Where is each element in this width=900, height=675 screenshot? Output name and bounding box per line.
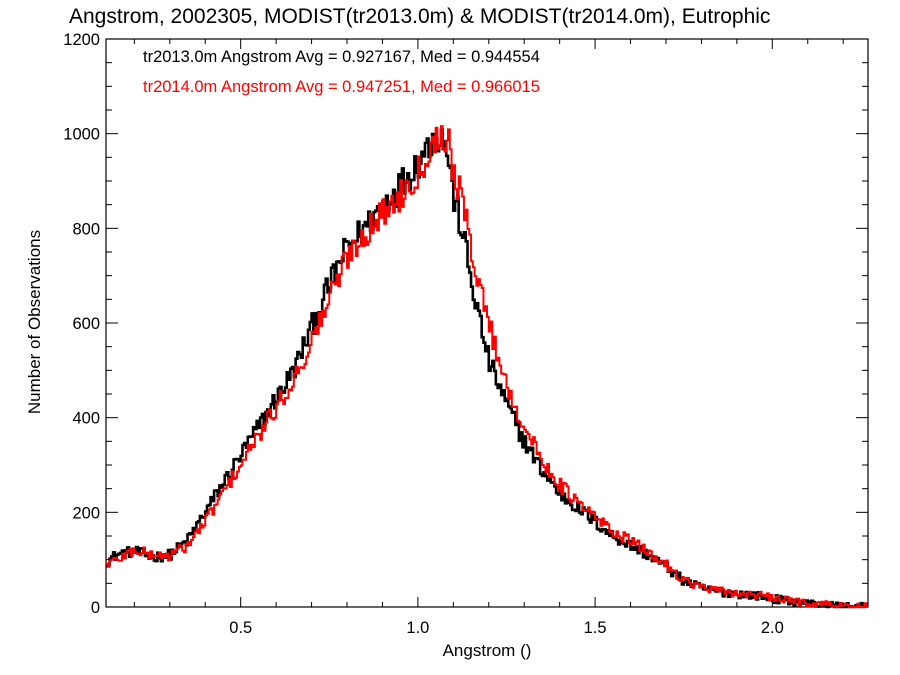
- y-tick-label: 1200: [63, 31, 100, 49]
- legend-entry-tr2014: tr2014.0m Angstrom Avg = 0.947251, Med =…: [143, 78, 540, 96]
- chart-title: Angstrom, 2002305, MODIST(tr2013.0m) & M…: [69, 5, 770, 28]
- legend-entry-tr2013: tr2013.0m Angstrom Avg = 0.927167, Med =…: [143, 48, 540, 66]
- x-tick-label: 1.5: [584, 619, 607, 637]
- plot-frame: [105, 38, 869, 608]
- y-tick-label: 600: [72, 315, 100, 333]
- series-line-tr2013.0m: [106, 128, 868, 609]
- series-layer: [106, 125, 868, 609]
- axis-ticks: 0.5 1.0 1.5 2.0 0 200 400 600 800 1000 1200: [63, 31, 868, 637]
- y-tick-label: 400: [72, 410, 100, 428]
- y-tick-label: 1000: [63, 126, 100, 144]
- y-axis-label: Number of Observations: [25, 230, 44, 414]
- y-tick-label: 800: [72, 220, 100, 238]
- x-axis-label: Angstrom (): [443, 641, 532, 660]
- x-tick-label: 0.5: [229, 619, 252, 637]
- x-tick-label: 1.0: [406, 619, 429, 637]
- y-tick-label: 200: [72, 504, 100, 522]
- series-line-tr2014.0m: [106, 125, 868, 608]
- x-tick-label: 2.0: [761, 619, 784, 637]
- y-tick-label: 0: [91, 599, 100, 617]
